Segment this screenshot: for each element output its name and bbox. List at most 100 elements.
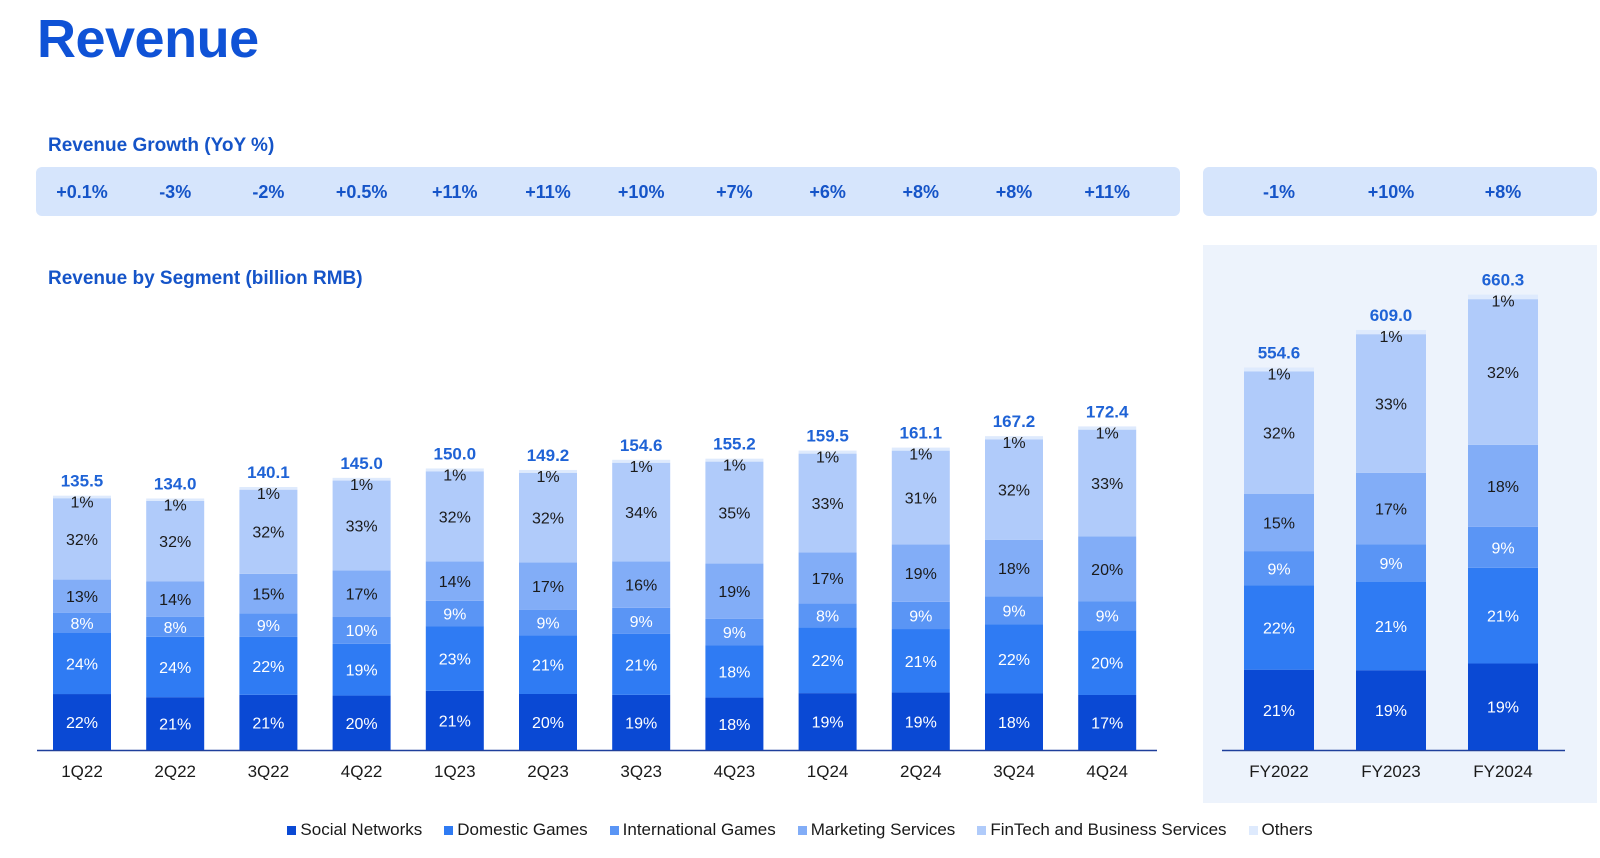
segment-label: 1%	[443, 467, 466, 484]
segment-label: 18%	[998, 561, 1030, 578]
bar-segment	[891, 447, 950, 451]
category-label: 3Q23	[620, 762, 662, 781]
bar-segment	[425, 561, 484, 601]
category-label: 1Q22	[61, 762, 103, 781]
legend-item: Marketing Services	[797, 820, 955, 840]
segment-label: 9%	[723, 625, 746, 642]
segment-label: 31%	[905, 491, 937, 508]
segment-label: 18%	[718, 717, 750, 734]
bar-segment	[146, 636, 205, 698]
total-label: 660.3	[1482, 271, 1525, 290]
category-label: 3Q24	[993, 762, 1035, 781]
total-label: 554.6	[1258, 343, 1301, 362]
growth-label: -1%	[1263, 182, 1295, 202]
bar-segment	[985, 596, 1043, 625]
segment-label: 21%	[1487, 609, 1519, 626]
bar-segment	[891, 692, 950, 750]
segment-label: 1%	[350, 477, 373, 494]
bar-segment	[705, 618, 764, 646]
bar-segment	[705, 563, 764, 619]
segment-label: 9%	[1096, 609, 1119, 626]
bar-segment	[239, 636, 298, 695]
segment-label: 18%	[998, 715, 1030, 732]
total-label: 134.0	[154, 474, 197, 493]
bar-segment	[146, 500, 205, 582]
bar-segment	[612, 561, 671, 608]
bar-segment	[798, 603, 857, 628]
segment-label: 19%	[346, 663, 378, 680]
bar-segment	[1244, 367, 1314, 372]
segment-label: 20%	[1091, 656, 1123, 673]
bar-segment	[425, 690, 484, 750]
bar-segment	[798, 627, 857, 694]
legend-swatch	[1248, 825, 1258, 835]
segment-label: 9%	[1491, 540, 1514, 557]
bar-segment	[985, 436, 1043, 440]
category-label: 1Q23	[434, 762, 476, 781]
bar-segment	[146, 498, 205, 501]
bar-segment	[146, 581, 205, 617]
chart-legend: Social Networks Domestic Games Internation…	[0, 820, 1600, 840]
segment-label: 9%	[1002, 603, 1025, 620]
bar-segment	[239, 573, 298, 614]
bar-segment	[239, 613, 298, 637]
bar-segment	[146, 697, 205, 750]
segment-label: 33%	[1091, 476, 1123, 493]
bar-segment	[1356, 670, 1426, 750]
legend-label: Domestic Games	[457, 820, 588, 839]
segment-label: 24%	[66, 657, 98, 674]
segment-label: 13%	[66, 589, 98, 606]
category-label: 4Q22	[341, 762, 383, 781]
legend-item: Social Networks	[287, 820, 422, 840]
segment-label: 14%	[159, 592, 191, 609]
segment-label: 1%	[1267, 366, 1290, 383]
growth-label: +10%	[618, 182, 665, 202]
legend-item: FinTech and Business Services	[977, 820, 1227, 840]
total-label: 609.0	[1370, 306, 1413, 325]
segment-label: 8%	[816, 608, 839, 625]
segment-label: 32%	[252, 525, 284, 542]
bar-segment	[53, 612, 111, 634]
segment-label: 15%	[1263, 515, 1295, 532]
legend-item: Domestic Games	[444, 820, 588, 840]
bar-segment	[332, 570, 391, 617]
bar-segment	[705, 458, 764, 462]
segment-label: 1%	[1002, 435, 1025, 452]
segment-label: 34%	[625, 505, 657, 522]
bar-segment	[1468, 299, 1538, 445]
segment-label: 32%	[66, 532, 98, 549]
segment-label: 19%	[1487, 700, 1519, 717]
legend-label: Social Networks	[300, 820, 423, 839]
bar-segment	[985, 439, 1043, 540]
segment-label: 32%	[998, 483, 1030, 500]
legend-swatch	[609, 825, 619, 835]
bar-segment	[1244, 585, 1314, 670]
bar-segment	[332, 616, 391, 644]
segment-label: 1%	[1379, 329, 1402, 346]
bar-segment	[705, 461, 764, 564]
bar-segment	[53, 694, 111, 750]
category-label: 2Q22	[154, 762, 196, 781]
bar-segment	[146, 616, 205, 637]
bar-segment	[1078, 536, 1137, 602]
category-label: 4Q24	[1086, 762, 1128, 781]
bar-segment	[891, 601, 950, 630]
bar-segment	[891, 629, 950, 693]
bar-segment	[1356, 334, 1426, 473]
bar-segment	[1078, 601, 1137, 631]
segment-label: 21%	[1263, 703, 1295, 720]
bar-segment	[519, 609, 577, 636]
segment-heading: Revenue by Segment (billion RMB)	[48, 268, 363, 289]
bar-segment	[612, 462, 671, 562]
bar-segment	[519, 562, 577, 610]
bar-segment	[798, 453, 857, 553]
total-label: 155.2	[713, 435, 756, 454]
category-label: 2Q23	[527, 762, 569, 781]
category-label: FY2024	[1473, 762, 1533, 781]
bar-segment	[798, 450, 857, 454]
segment-label: 22%	[1263, 621, 1295, 638]
bar-segment	[1468, 567, 1538, 664]
bar-segment	[891, 450, 950, 545]
segment-label: 20%	[346, 716, 378, 733]
